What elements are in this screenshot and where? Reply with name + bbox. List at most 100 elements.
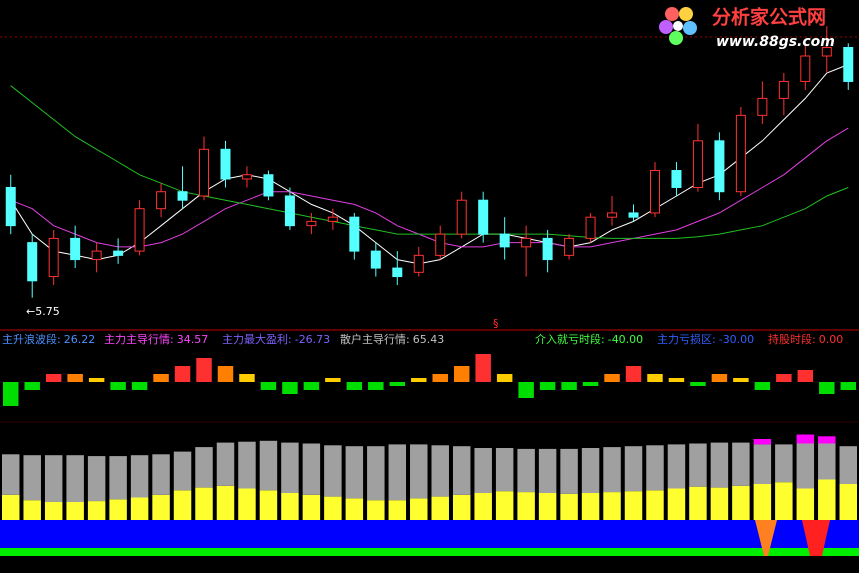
stacked-segment — [667, 488, 686, 520]
candle-body — [70, 237, 81, 261]
indicator-bar — [67, 374, 83, 382]
candle-body — [156, 191, 167, 210]
legend-name: 介入就亏时段: — [535, 332, 605, 346]
stacked-segment — [302, 494, 321, 520]
indicator-bar — [303, 382, 320, 390]
stacked-segment — [44, 502, 63, 520]
legend-item: 散户主导行情: 65.43 — [340, 332, 444, 346]
logo-center — [673, 21, 683, 31]
signal-shape — [755, 520, 777, 556]
stacked-segment — [839, 446, 857, 484]
candle-body — [692, 140, 703, 188]
candle-body — [542, 237, 553, 261]
stacked-segment — [281, 442, 299, 493]
candle-body — [241, 174, 252, 180]
stacked-segment — [753, 444, 772, 484]
stacked-segment — [345, 446, 364, 499]
indicator-bar — [196, 358, 212, 382]
candle-body — [113, 250, 124, 256]
stacked-segment — [581, 448, 600, 493]
stacked-segment — [452, 494, 471, 520]
stacked-segment — [109, 456, 127, 500]
legend-value: 34.57 — [177, 333, 209, 346]
indicator-bar — [3, 382, 19, 406]
stacked-segment — [818, 443, 836, 480]
legend-name: 主力亏损区: — [657, 332, 716, 346]
stacked-segment — [152, 494, 170, 520]
stacked-segment — [753, 484, 772, 520]
candle-body — [91, 250, 102, 261]
stacked-segment — [775, 444, 793, 483]
moving-average — [10, 64, 849, 265]
indicator-bar — [389, 382, 406, 386]
legend-item: 介入就亏时段: -40.00 — [535, 332, 643, 346]
candle-body — [821, 47, 832, 57]
candle-body — [177, 191, 188, 201]
stacked-segment — [839, 484, 857, 520]
logo-petal — [683, 21, 697, 35]
stacked-segment — [109, 499, 127, 520]
stacked-segment — [818, 436, 836, 444]
candle-body — [478, 199, 489, 235]
indicator-bar — [604, 374, 620, 382]
indicator-bar — [453, 366, 470, 382]
legend-value: -26.73 — [295, 333, 330, 346]
candle-body — [327, 216, 338, 222]
stacked-segment — [689, 486, 707, 520]
indicator-bar — [840, 382, 856, 390]
candle-body — [306, 220, 317, 227]
candle-body — [714, 140, 725, 193]
indicator-bar — [496, 374, 513, 382]
indicator-bar — [518, 382, 534, 398]
stacked-segment — [324, 496, 342, 520]
candle-body — [564, 237, 575, 256]
stacked-segment — [710, 442, 729, 488]
signal-shape — [802, 520, 830, 556]
stacked-segment — [818, 479, 836, 520]
stacked-segment — [195, 487, 213, 520]
indicator-bar — [819, 382, 835, 394]
green-band — [0, 548, 859, 556]
stacked-segment — [431, 496, 449, 520]
indicator-bar — [174, 366, 191, 382]
stacked-segment — [345, 498, 364, 520]
stacked-segment — [474, 448, 492, 493]
blue-band — [0, 520, 859, 548]
candle-body — [27, 242, 38, 282]
candle-body — [5, 186, 16, 227]
stacked-segment — [23, 500, 41, 520]
stacked-segment — [538, 448, 557, 493]
logo-petal — [659, 20, 673, 34]
legend-item: 主升浪波段: 26.22 — [2, 332, 95, 346]
stacked-segment — [152, 454, 170, 495]
stacked-segment — [796, 443, 815, 489]
stacked-segment — [130, 455, 149, 498]
stacked-segment — [538, 493, 557, 520]
stacked-segment — [796, 488, 815, 520]
stacked-segment — [87, 456, 106, 502]
stacked-segment — [367, 446, 385, 501]
stacked-segment — [238, 441, 256, 489]
candle-body — [757, 97, 768, 116]
indicator-bar — [88, 378, 105, 382]
logo-url: www.88gs.com — [716, 34, 835, 50]
stacked-segment — [603, 492, 621, 520]
candle-body — [843, 47, 854, 82]
stacked-segment — [689, 443, 707, 487]
indicator-bar — [647, 374, 663, 382]
stacked-segment — [775, 482, 793, 520]
stacked-segment — [173, 451, 192, 491]
candle-body — [607, 212, 618, 218]
indicator-bar — [776, 374, 792, 382]
logo-petal — [669, 31, 683, 45]
stacked-segment — [410, 444, 428, 499]
stacked-segment — [646, 445, 664, 491]
stacked-segment — [281, 493, 299, 520]
stacked-segment — [560, 448, 578, 494]
indicator-bar — [368, 382, 384, 390]
stacked-segment — [474, 493, 492, 520]
legend-value: 0.00 — [819, 333, 844, 346]
